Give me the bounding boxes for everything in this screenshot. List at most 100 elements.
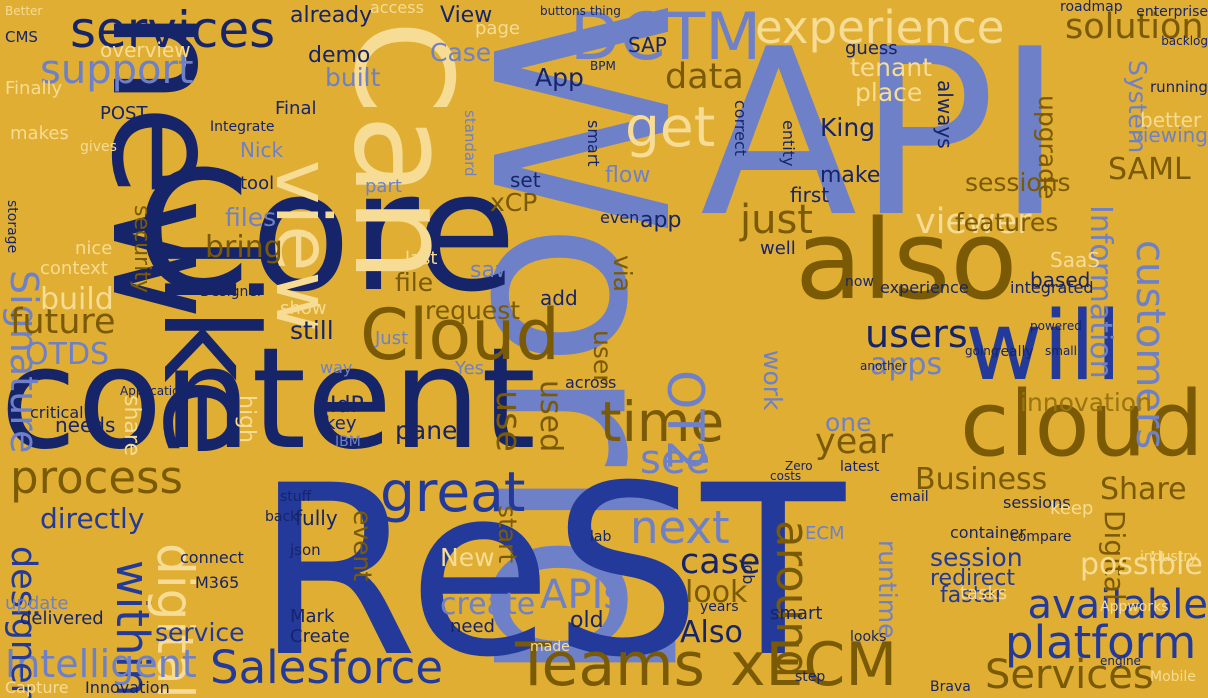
- cloud-word: tasks: [960, 583, 1008, 604]
- cloud-word: Yes: [455, 358, 485, 379]
- cloud-word: looks: [850, 629, 887, 645]
- cloud-word: backlog: [1161, 34, 1208, 48]
- cloud-word: possible: [1080, 547, 1203, 582]
- cloud-word: need: [450, 616, 495, 637]
- cloud-word: BPM: [590, 59, 616, 73]
- cloud-word: last: [405, 248, 438, 269]
- cloud-word: standard: [461, 110, 479, 177]
- cloud-word: bring: [205, 230, 283, 265]
- cloud-word: great: [380, 460, 526, 524]
- cloud-word: platform: [1005, 616, 1197, 669]
- cloud-word: data: [665, 57, 744, 97]
- cloud-word: already: [290, 3, 373, 28]
- cloud-word: services: [70, 1, 276, 59]
- cloud-word: make: [820, 163, 881, 188]
- cloud-word: Create: [290, 626, 350, 647]
- cloud-word: DCTM: [570, 0, 762, 75]
- cloud-word: demo: [308, 43, 371, 68]
- cloud-word: used: [533, 380, 568, 453]
- cloud-word: flow: [605, 163, 651, 188]
- cloud-word: see: [640, 437, 711, 483]
- cloud-word: viewing: [1131, 123, 1208, 147]
- cloud-word: container: [950, 523, 1026, 542]
- cloud-word: small: [1045, 344, 1077, 358]
- cloud-word: Mobile: [1150, 669, 1196, 685]
- cloud-word: now: [845, 274, 874, 290]
- cloud-word: via: [608, 255, 637, 293]
- cloud-word: viewer: [915, 202, 1032, 242]
- cloud-word: innovation: [1020, 388, 1152, 417]
- cloud-word: Better: [5, 4, 43, 18]
- cloud-word: Intelligent: [5, 642, 197, 686]
- cloud-word: SAML: [1108, 152, 1191, 187]
- cloud-word: json: [290, 541, 321, 559]
- cloud-word: latest: [840, 459, 880, 475]
- cloud-word: better: [1140, 108, 1202, 132]
- cloud-word: Case: [430, 38, 492, 67]
- cloud-word: POST: [100, 103, 148, 124]
- cloud-word: xECM: [730, 630, 898, 698]
- cloud-word: share: [119, 395, 144, 456]
- cloud-word: sessions: [965, 168, 1071, 197]
- cloud-word: IBM: [335, 434, 361, 450]
- cloud-word: Appworks: [1100, 599, 1169, 615]
- cloud-word: file: [395, 268, 434, 297]
- cloud-word: directly: [40, 502, 145, 535]
- cloud-word: lab: [590, 529, 612, 545]
- cloud-word: integrated: [1010, 278, 1094, 297]
- cloud-word: Innovation: [85, 678, 170, 697]
- cloud-word: Finally: [5, 78, 63, 99]
- cloud-word: Nick: [240, 138, 284, 162]
- cloud-word: years: [700, 599, 739, 615]
- cloud-word: show: [280, 298, 327, 319]
- cloud-word: look: [685, 575, 748, 610]
- cloud-word: use: [488, 390, 528, 452]
- cloud-word: buttons: [540, 4, 586, 18]
- cloud-word: old: [570, 608, 604, 633]
- cloud-word: step: [795, 669, 826, 685]
- cloud-word: based: [1030, 268, 1091, 292]
- cloud-word: solution: [1065, 7, 1204, 47]
- cloud-word: keep: [1050, 498, 1094, 519]
- cloud-word: built: [325, 63, 381, 92]
- cloud-word: overview: [100, 38, 191, 62]
- cloud-word: Also: [680, 615, 743, 650]
- cloud-word: session: [930, 543, 1023, 572]
- cloud-word: saw: [470, 258, 513, 283]
- cloud-word: email: [890, 489, 929, 505]
- cloud-word: made: [530, 639, 570, 655]
- cloud-word: Integrate: [210, 119, 275, 135]
- cloud-word: powered: [1030, 319, 1082, 333]
- cloud-word: redirect: [930, 566, 1015, 591]
- cloud-word: ECM: [805, 523, 845, 544]
- cloud-word: back: [265, 509, 299, 525]
- cloud-word: customers: [1127, 240, 1173, 450]
- cloud-word: place: [855, 78, 923, 107]
- cloud-word: support: [40, 47, 194, 93]
- cloud-word: APIs: [540, 572, 625, 618]
- cloud-word: security: [129, 205, 154, 293]
- cloud-word: always: [933, 80, 957, 149]
- cloud-word: add: [540, 286, 578, 310]
- cloud-word: first: [790, 183, 830, 207]
- cloud-word: API: [700, 1, 1064, 268]
- cloud-word: create: [440, 587, 536, 622]
- cloud-word: nice: [75, 238, 113, 259]
- cloud-word: roadmap: [1060, 0, 1123, 15]
- cloud-word: users: [865, 312, 968, 356]
- cloud-word: OTDS: [25, 337, 110, 372]
- cloud-word: correct: [731, 100, 750, 157]
- cloud-word: content: [0, 318, 537, 481]
- cloud-word: industry: [1140, 549, 1198, 565]
- cloud-word: Zero: [785, 459, 813, 473]
- cloud-word: engine: [1100, 654, 1141, 668]
- cloud-word: App: [535, 63, 584, 92]
- cloud-word: future: [10, 302, 116, 342]
- cloud-word: guess: [845, 38, 898, 59]
- cloud-word: M365: [195, 573, 240, 592]
- cloud-word: available: [1027, 582, 1208, 628]
- cloud-word: event: [348, 510, 377, 582]
- cloud-word: makes: [10, 123, 69, 144]
- cloud-word: delivered: [20, 608, 104, 629]
- cloud-word: Teams: [515, 630, 705, 698]
